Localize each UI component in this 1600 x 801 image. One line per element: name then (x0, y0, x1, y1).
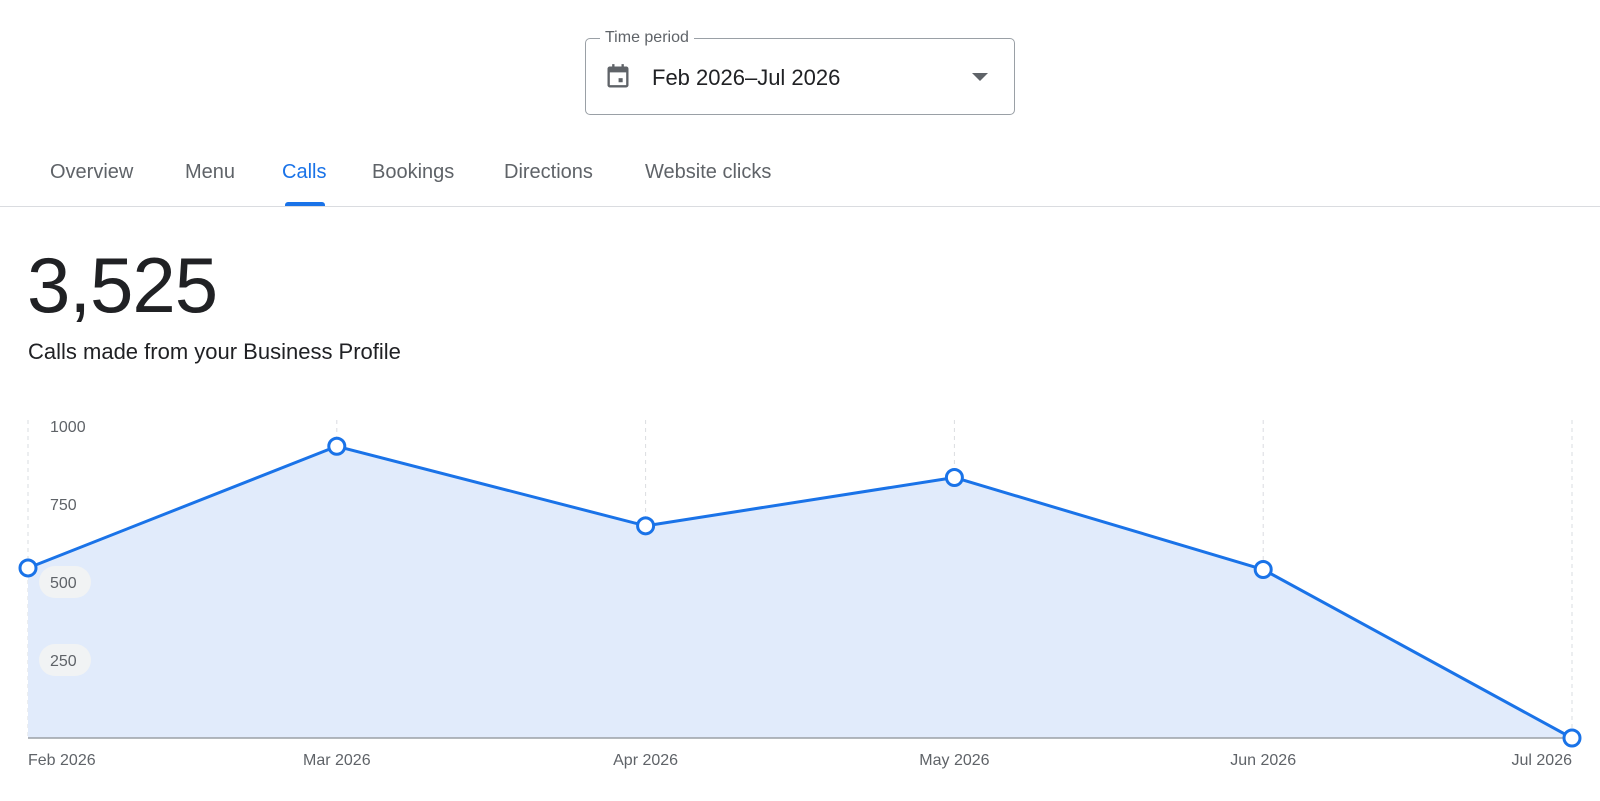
x-tick-label-jun-2026: Jun 2026 (1230, 752, 1296, 769)
total-calls-description: Calls made from your Business Profile (28, 339, 401, 364)
total-calls-value: 3,525 (27, 241, 218, 329)
tab-website-clicks[interactable]: Website clicks (645, 161, 772, 183)
tab-bar: Overview Menu Calls Bookings Directions … (0, 140, 1600, 207)
y-tick-label-1000: 1000 (50, 419, 86, 436)
data-point-mar-2026 (327, 436, 347, 456)
y-tick-bg-500 (39, 566, 91, 598)
data-point-apr-2026 (636, 516, 656, 536)
data-point-jul-2026 (1562, 728, 1582, 748)
active-tab-indicator (285, 202, 325, 206)
calendar-icon (607, 64, 629, 88)
tab-bookings[interactable]: Bookings (372, 161, 455, 183)
y-tick-label-500: 500 (50, 575, 77, 592)
tab-overview[interactable]: Overview (50, 161, 134, 183)
calls-line (27, 444, 1573, 740)
x-tick-label-apr-2026: Apr 2026 (613, 752, 678, 769)
tab-menu[interactable]: Menu (185, 161, 236, 183)
data-point-may-2026 (944, 467, 964, 487)
chevron-down-icon[interactable] (972, 73, 988, 81)
calls-chart: 250 500 750 1000 Feb 2026 Mar 2026 Apr 2026 May… (18, 419, 1582, 769)
x-tick-label-feb-2026: Feb 2026 (28, 752, 96, 769)
tab-directions[interactable]: Directions (504, 161, 593, 183)
x-tick-label-mar-2026: Mar 2026 (303, 752, 371, 769)
y-tick-label-250: 250 (50, 653, 77, 670)
time-period-value: Feb 2026–Jul 2026 (652, 65, 841, 90)
x-tick-label-jul-2026: Jul 2026 (1512, 752, 1573, 769)
calls-area (28, 446, 1572, 738)
tab-calls[interactable]: Calls (282, 161, 327, 183)
data-point-jun-2026 (1253, 560, 1273, 580)
y-tick-label-750: 750 (50, 497, 77, 514)
y-tick-bg-250 (39, 644, 91, 676)
x-tick-label-may-2026: May 2026 (919, 752, 989, 769)
data-point-feb-2026 (18, 558, 38, 578)
time-period-label: Time period (600, 28, 694, 48)
time-period-select[interactable]: Time period Feb 2026–Jul 2026 (585, 28, 1015, 115)
